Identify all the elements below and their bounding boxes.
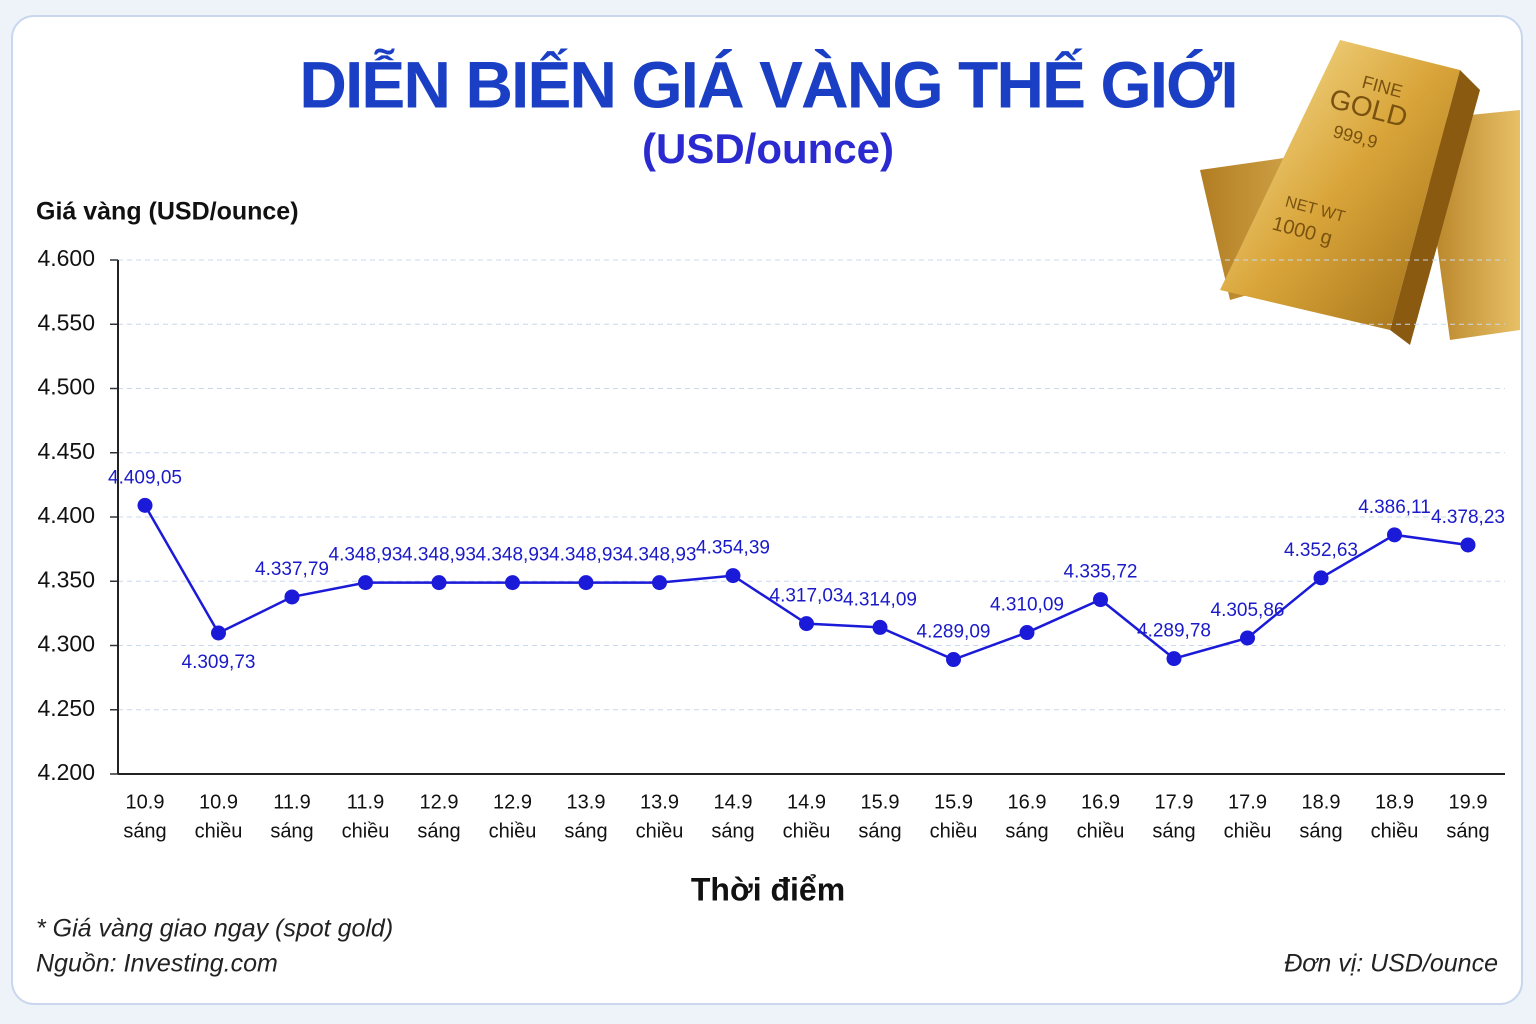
x-tick-label: chiều	[1371, 820, 1419, 842]
x-tick-label: 14.9	[787, 791, 826, 813]
x-tick-label: sáng	[1299, 820, 1342, 842]
point	[1019, 625, 1035, 641]
x-tick-label: 19.9	[1449, 791, 1488, 813]
value-label: 4.354,39	[696, 538, 770, 559]
x-tick-label: 15.9	[934, 791, 973, 813]
value-label: 4.310,09	[990, 595, 1064, 616]
value-label: 4.348,93	[549, 545, 623, 566]
x-tick-label: chiều	[930, 820, 978, 842]
source: Nguồn: Investing.com	[36, 950, 278, 978]
point	[284, 589, 300, 605]
value-label: 4.289,78	[1137, 621, 1211, 642]
x-tick-label: 15.9	[861, 791, 900, 813]
value-label: 4.378,23	[1431, 507, 1505, 528]
x-tick-label: 17.9	[1155, 791, 1194, 813]
value-label: 4.348,93	[329, 545, 403, 566]
value-label: 4.386,11	[1358, 497, 1431, 518]
gold-illustration: FINE GOLD 999,9 NET WT 1000 g	[1200, 40, 1520, 345]
value-label: 4.348,93	[623, 545, 697, 566]
x-tick-label: 12.9	[420, 791, 459, 813]
value-label: 4.305,86	[1211, 600, 1285, 621]
x-tick-label: 14.9	[714, 791, 753, 813]
value-label: 4.309,73	[182, 652, 256, 673]
point	[431, 575, 447, 591]
x-tick-label: 10.9	[199, 791, 238, 813]
y-tick-label: 4.350	[37, 566, 95, 592]
x-tick-label: sáng	[564, 820, 607, 842]
x-tick-label: 11.9	[273, 791, 310, 813]
point	[652, 575, 667, 591]
point	[1240, 630, 1255, 646]
unit: Đơn vị: USD/ounce	[1284, 950, 1498, 978]
y-axis-label: Giá vàng (USD/ounce)	[36, 198, 299, 226]
x-tick-label: chiều	[783, 820, 831, 842]
value-label: 4.314,09	[843, 589, 917, 610]
y-tick-label: 4.300	[37, 631, 95, 657]
point	[1460, 537, 1476, 553]
y-tick-label: 4.200	[37, 759, 95, 785]
x-tick-label: chiều	[1224, 820, 1272, 842]
x-tick-label: chiều	[342, 820, 390, 842]
chart-subtitle: (USD/ounce)	[642, 125, 894, 172]
y-tick-label: 4.450	[37, 438, 95, 464]
point	[872, 619, 888, 635]
x-tick-label: sáng	[270, 820, 313, 842]
value-label: 4.348,93	[402, 545, 476, 566]
x-tick-label: sáng	[123, 820, 166, 842]
value-label: 4.289,09	[917, 622, 991, 643]
x-tick-label: 18.9	[1375, 791, 1414, 813]
point	[1313, 570, 1329, 586]
x-tick-label: 10.9	[126, 791, 165, 813]
x-tick-label: sáng	[417, 820, 460, 842]
value-label: 4.409,05	[108, 467, 182, 488]
point	[211, 625, 226, 641]
y-tick-label: 4.400	[37, 502, 95, 528]
y-tick-label: 4.550	[37, 309, 95, 335]
value-label: 4.352,63	[1284, 540, 1358, 561]
point	[578, 575, 594, 591]
x-tick-label: 16.9	[1008, 791, 1047, 813]
value-label: 4.348,93	[476, 545, 550, 566]
point	[799, 616, 814, 632]
x-tick-label: chiều	[489, 820, 537, 842]
x-tick-label: 18.9	[1302, 791, 1341, 813]
point	[1093, 592, 1108, 608]
point	[505, 575, 520, 591]
point	[946, 652, 961, 668]
x-tick-label: chiều	[636, 820, 684, 842]
x-tick-label: 16.9	[1081, 791, 1120, 813]
note: * Giá vàng giao ngay (spot gold)	[36, 915, 393, 943]
value-label: 4.337,79	[255, 559, 329, 580]
y-tick-label: 4.600	[37, 245, 95, 271]
x-tick-label: 13.9	[567, 791, 606, 813]
value-label: 4.335,72	[1064, 562, 1138, 583]
x-tick-label: sáng	[1152, 820, 1195, 842]
point	[1387, 527, 1402, 543]
x-tick-label: chiều	[1077, 820, 1125, 842]
x-tick-label: sáng	[1446, 820, 1489, 842]
x-tick-label: chiều	[195, 820, 243, 842]
point	[137, 497, 153, 513]
chart-title: DIỄN BIẾN GIÁ VÀNG THẾ GIỚI	[299, 47, 1236, 121]
x-tick-label: sáng	[1005, 820, 1048, 842]
x-tick-label: 12.9	[493, 791, 532, 813]
card	[11, 15, 1523, 1005]
x-tick-label: sáng	[711, 820, 754, 842]
x-axis-label: Thời điểm	[691, 871, 845, 907]
point	[725, 568, 741, 584]
x-tick-label: 17.9	[1228, 791, 1267, 813]
x-tick-label: 11.9	[347, 791, 384, 813]
point	[1166, 651, 1182, 667]
point	[358, 575, 373, 591]
value-label: 4.317,03	[770, 586, 844, 607]
x-tick-label: sáng	[858, 820, 901, 842]
y-tick-label: 4.500	[37, 374, 95, 400]
y-tick-label: 4.250	[37, 695, 95, 721]
x-tick-label: 13.9	[640, 791, 679, 813]
